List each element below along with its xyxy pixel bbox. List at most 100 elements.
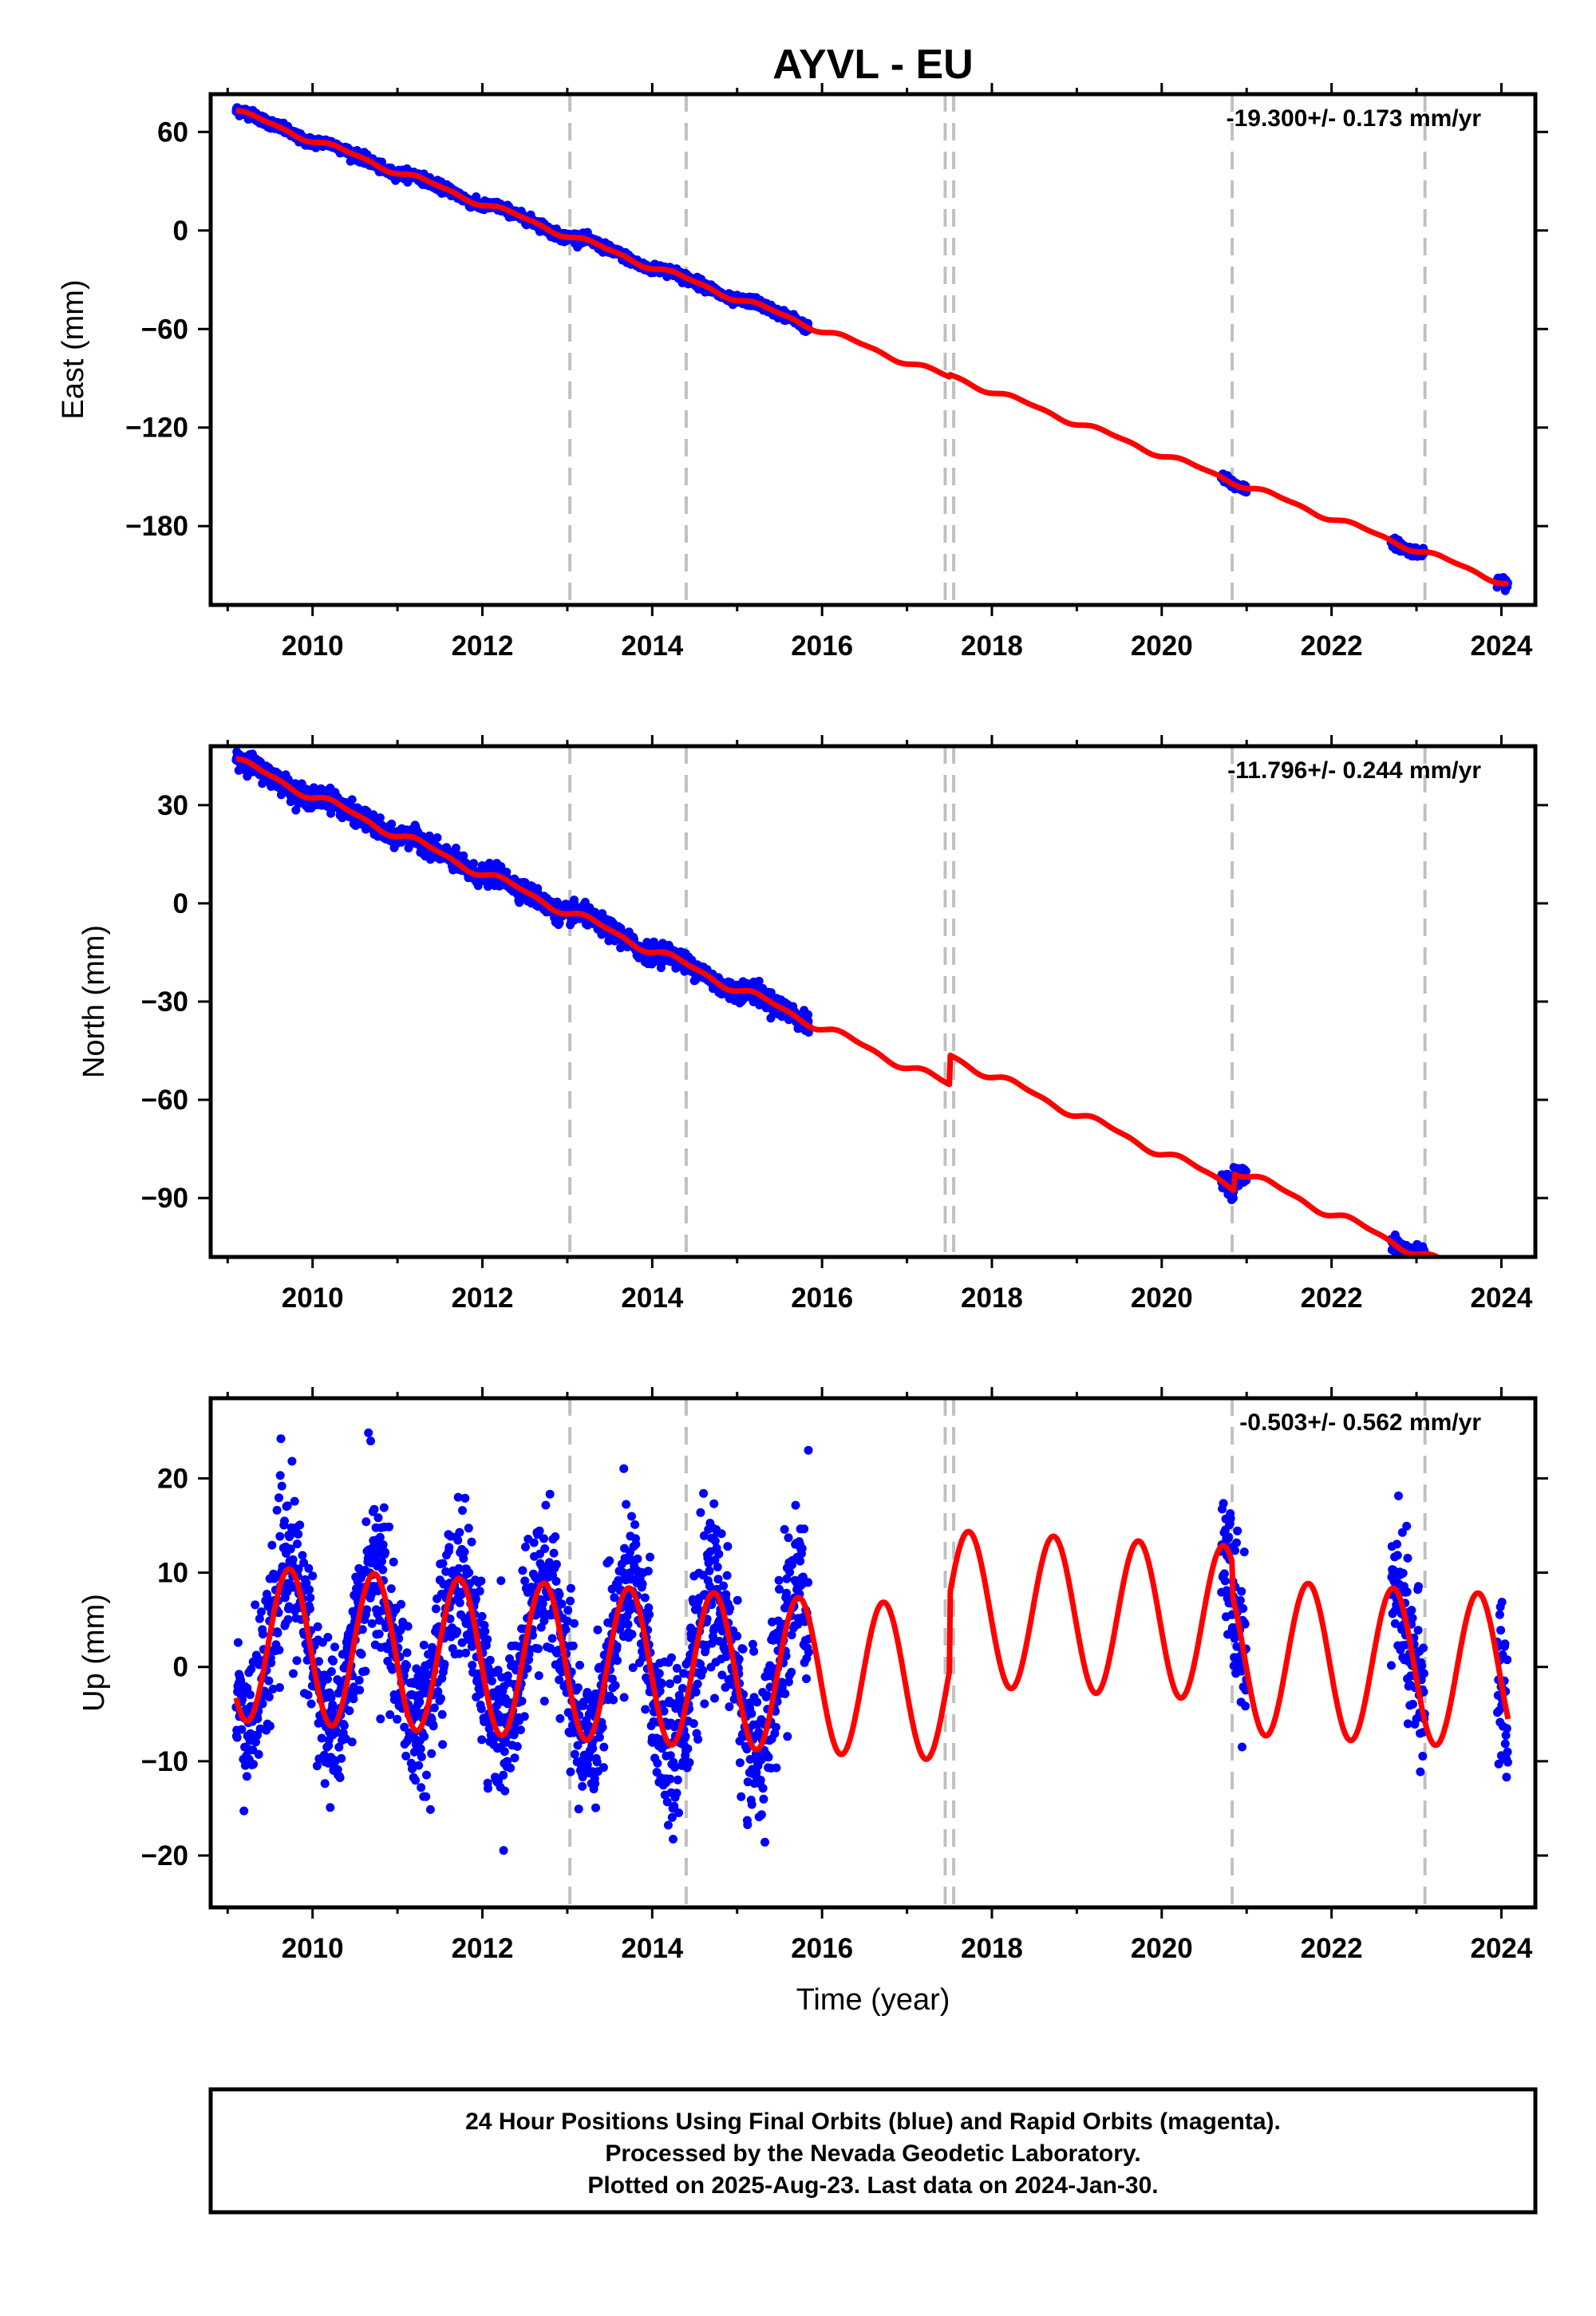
data-point bbox=[480, 1626, 490, 1636]
data-point bbox=[305, 1585, 314, 1595]
data-point bbox=[233, 1638, 243, 1647]
data-point bbox=[425, 1804, 435, 1814]
data-point bbox=[460, 1547, 469, 1556]
y-tick-label: −30 bbox=[141, 986, 188, 1018]
data-point bbox=[453, 1535, 463, 1545]
data-point bbox=[366, 1437, 375, 1446]
data-point bbox=[259, 1630, 267, 1639]
data-point bbox=[483, 1634, 492, 1644]
data-point bbox=[277, 1481, 286, 1491]
data-point bbox=[294, 1529, 303, 1539]
data-point bbox=[520, 1576, 530, 1586]
x-tick-label: 2024 bbox=[1470, 630, 1532, 662]
data-point bbox=[416, 1744, 425, 1753]
data-point bbox=[339, 1721, 349, 1730]
data-point bbox=[375, 813, 385, 823]
data-point bbox=[484, 1784, 492, 1793]
data-point bbox=[464, 1568, 474, 1578]
x-tick-label: 2024 bbox=[1470, 1282, 1532, 1314]
data-point bbox=[246, 1690, 255, 1699]
data-point bbox=[387, 820, 397, 828]
data-point bbox=[518, 1566, 527, 1575]
data-point bbox=[329, 1656, 338, 1666]
data-point bbox=[354, 1675, 364, 1685]
x-tick-label: 2012 bbox=[452, 1282, 514, 1314]
data-point bbox=[485, 1655, 495, 1665]
x-tick-label: 2020 bbox=[1131, 630, 1193, 662]
data-point bbox=[402, 1661, 412, 1670]
data-point bbox=[516, 1725, 525, 1735]
data-point bbox=[275, 1646, 284, 1654]
data-point bbox=[275, 1683, 284, 1692]
data-point bbox=[306, 1593, 315, 1603]
data-point bbox=[529, 1538, 539, 1547]
data-point bbox=[264, 1676, 274, 1686]
x-tick-label: 2020 bbox=[1131, 1282, 1193, 1314]
data-point bbox=[361, 1517, 371, 1527]
x-tick-label: 2010 bbox=[282, 630, 344, 662]
data-point bbox=[517, 1697, 527, 1705]
data-point bbox=[289, 1669, 298, 1678]
data-point bbox=[239, 1806, 249, 1816]
data-point bbox=[389, 1557, 398, 1567]
data-point bbox=[347, 795, 357, 804]
east-panel: 2010 2012 2014 2016 2018 2020 2022 2024600−60−1… bbox=[57, 83, 1548, 662]
data-point bbox=[379, 1503, 389, 1512]
data-point bbox=[386, 1584, 396, 1594]
data-point bbox=[323, 1633, 333, 1642]
data-point bbox=[288, 1555, 298, 1564]
data-point bbox=[414, 1761, 424, 1770]
x-tick-label: 2022 bbox=[1301, 1282, 1363, 1314]
data-point bbox=[438, 1740, 448, 1749]
y-tick-label: 0 bbox=[173, 215, 188, 247]
y-tick-label: 0 bbox=[173, 888, 188, 919]
data-point bbox=[444, 1543, 454, 1552]
data-point bbox=[345, 1706, 354, 1716]
data-point bbox=[273, 1628, 282, 1638]
data-point bbox=[232, 1733, 242, 1742]
y-axis-title: East (mm) bbox=[57, 279, 90, 419]
data-point bbox=[275, 1531, 285, 1541]
data-point bbox=[417, 1752, 426, 1761]
x-tick-label: 2014 bbox=[621, 1282, 683, 1314]
data-point bbox=[464, 1524, 473, 1533]
model-line bbox=[234, 108, 1511, 587]
data-point bbox=[337, 1753, 346, 1763]
data-point bbox=[328, 1700, 338, 1709]
data-point bbox=[452, 1626, 462, 1636]
data-point bbox=[306, 1699, 316, 1709]
data-point bbox=[275, 1493, 283, 1503]
data-point bbox=[499, 1770, 508, 1780]
data-point bbox=[477, 1611, 487, 1621]
data-point bbox=[385, 1710, 395, 1719]
data-point bbox=[290, 1496, 299, 1506]
x-tick-label: 2012 bbox=[452, 630, 514, 662]
data-point bbox=[422, 1770, 431, 1780]
data-point bbox=[276, 1434, 286, 1444]
data-point bbox=[323, 1674, 332, 1684]
data-point bbox=[373, 1513, 383, 1523]
data-point bbox=[237, 1725, 247, 1734]
data-point bbox=[506, 1763, 516, 1773]
data-point bbox=[420, 1732, 429, 1741]
x-tick-label: 2014 bbox=[621, 630, 683, 662]
data-point bbox=[381, 1547, 390, 1557]
x-tick-label: 2016 bbox=[791, 630, 853, 662]
y-tick-label: 30 bbox=[157, 790, 188, 821]
data-point bbox=[455, 1528, 464, 1537]
data-point bbox=[461, 1648, 471, 1658]
data-point bbox=[419, 1640, 429, 1650]
data-point bbox=[397, 1599, 406, 1609]
data-point bbox=[476, 1704, 486, 1713]
rate-label: -19.300+/- 0.173 mm/yr bbox=[1227, 105, 1482, 132]
data-point bbox=[500, 1786, 510, 1796]
data-point bbox=[403, 1622, 413, 1631]
data-point bbox=[378, 1540, 388, 1549]
data-point bbox=[433, 833, 442, 843]
data-point bbox=[242, 1772, 251, 1781]
y-tick-label: −90 bbox=[141, 1183, 188, 1214]
chart-title: AYVL - EU bbox=[772, 41, 973, 88]
data-point bbox=[256, 1607, 266, 1617]
data-point bbox=[266, 1721, 275, 1731]
data-point bbox=[487, 1676, 496, 1686]
